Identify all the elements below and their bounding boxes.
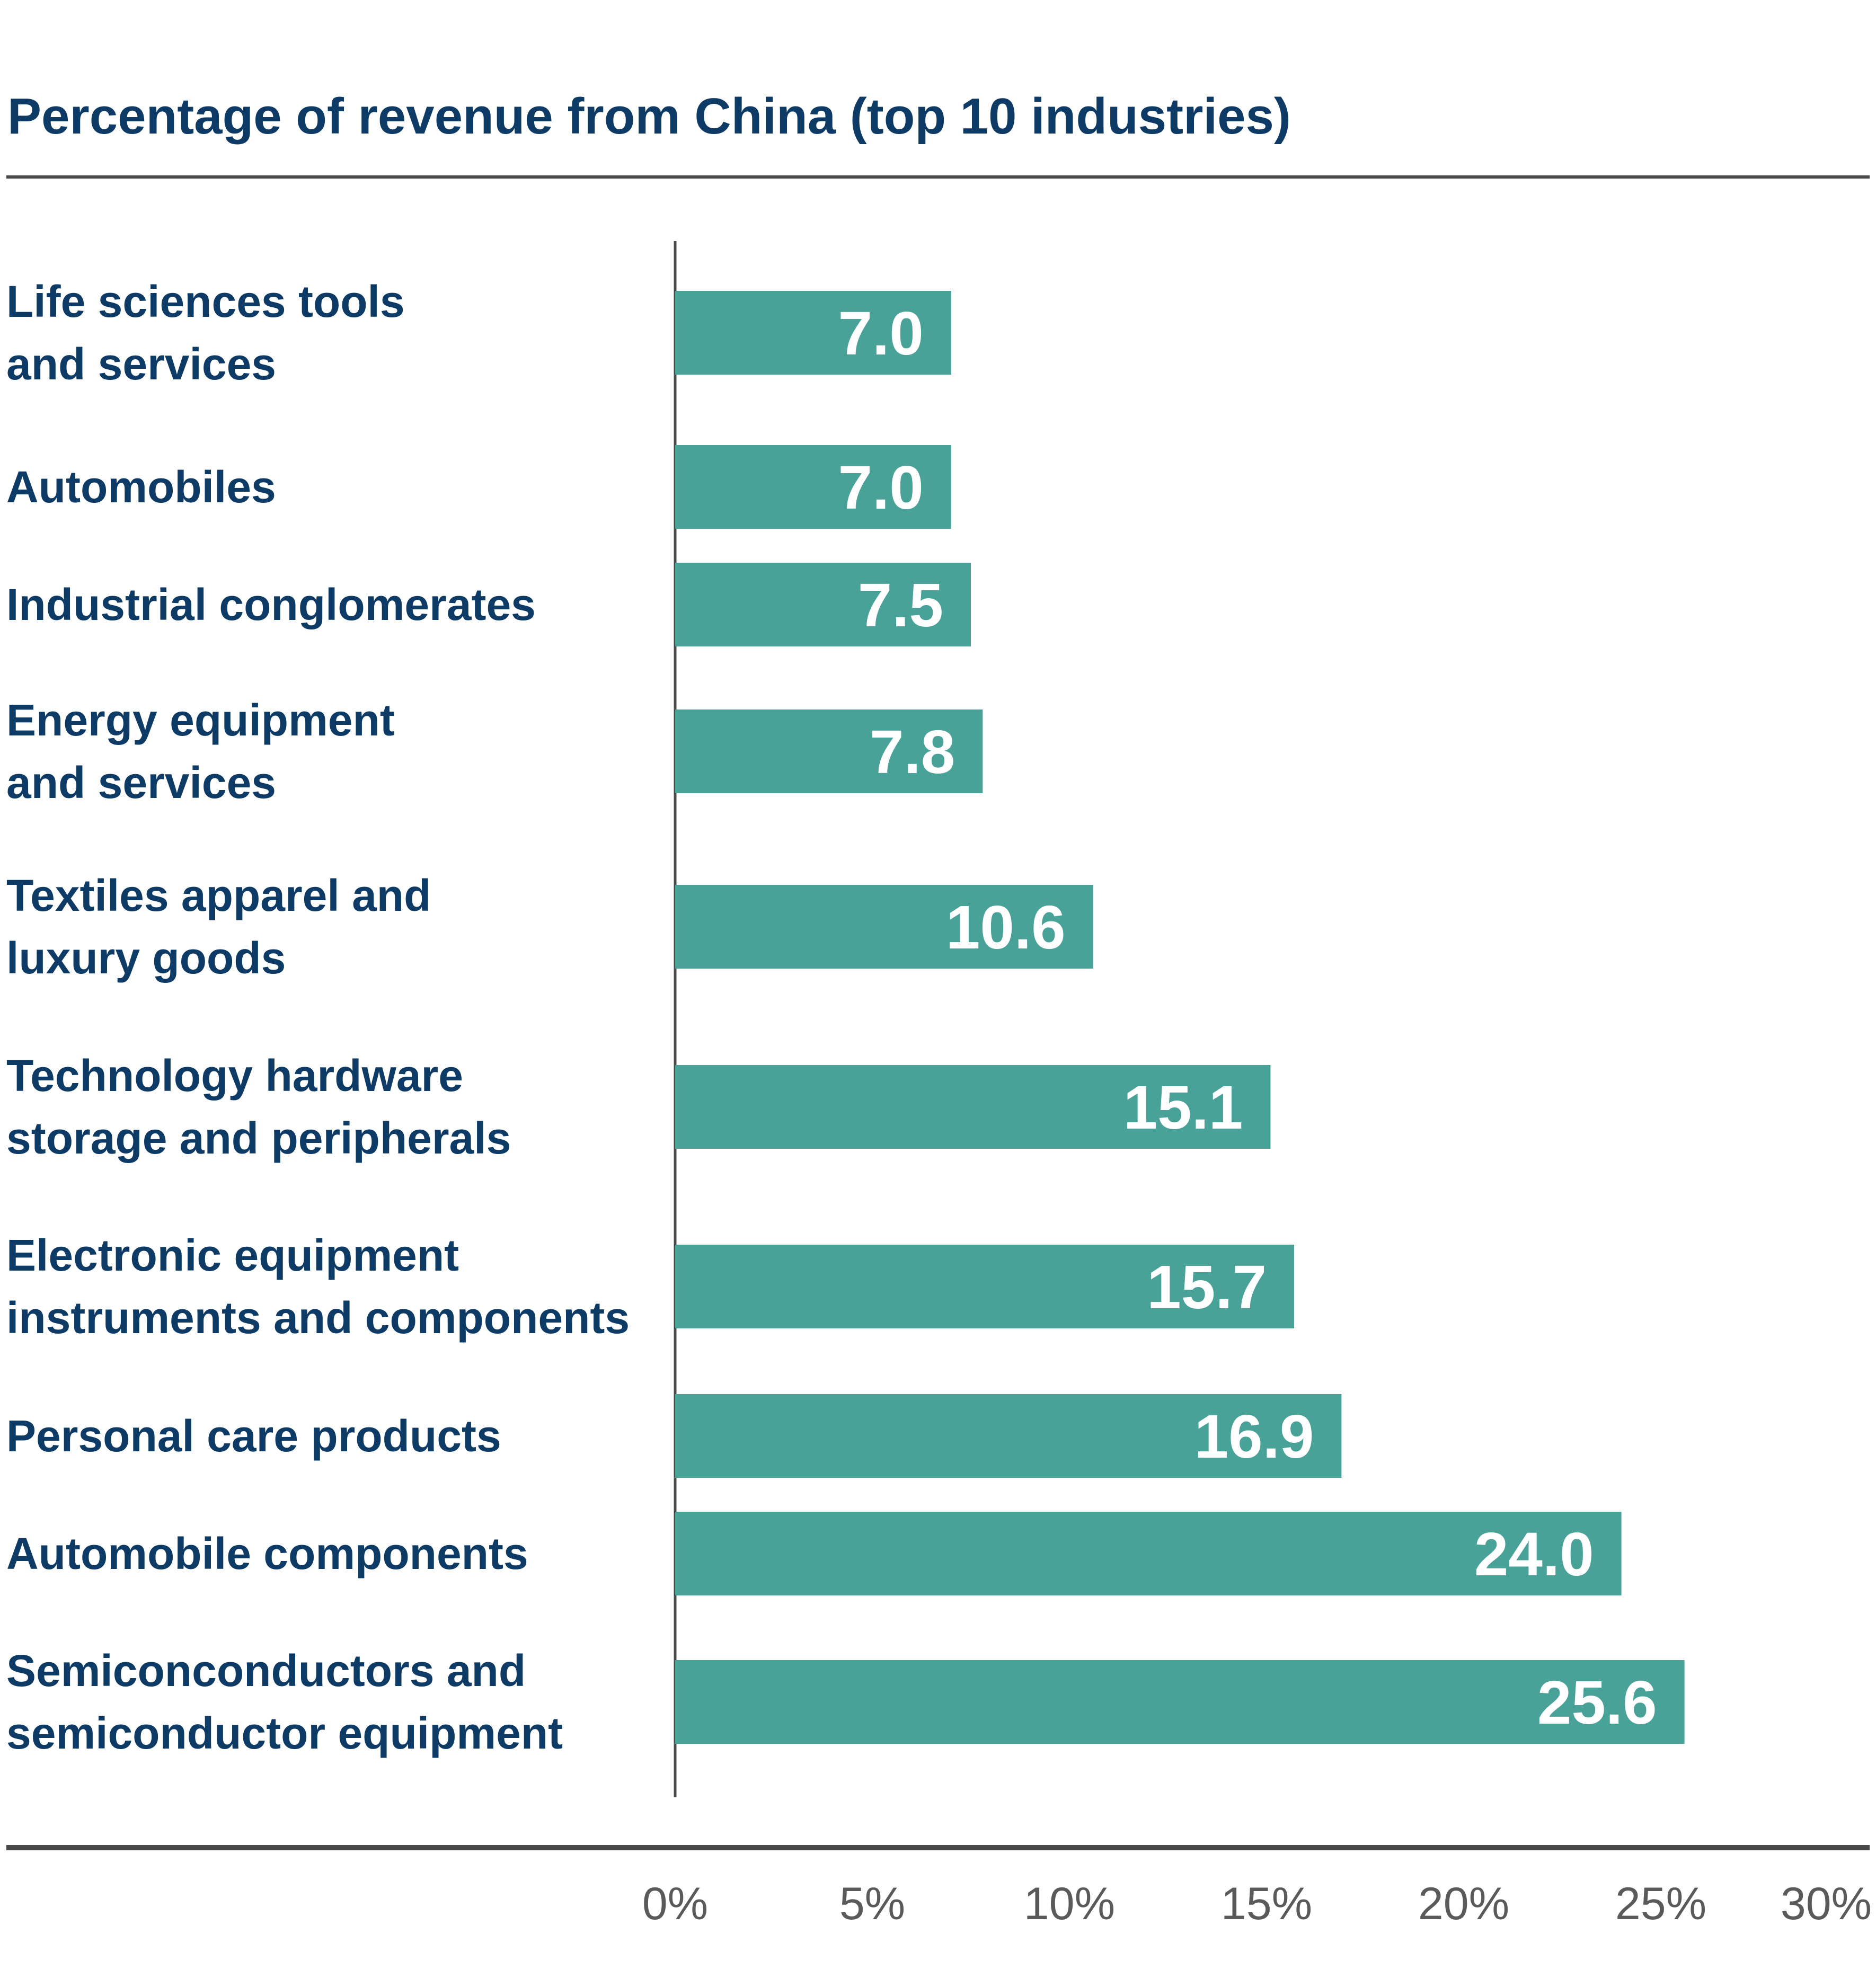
bar-value-label: 7.0 [838,299,924,368]
bar [675,1512,1622,1595]
chart-title: Percentage of revenue from China (top 10… [7,88,1291,145]
bar-value-label: 7.5 [858,571,943,640]
x-tick-label: 10% [1024,1878,1115,1929]
category-label: Life sciences tools and services [6,277,405,389]
category-label-line: Semiconconductors and [6,1646,526,1696]
category-label: Textiles apparel and luxury goods [6,871,431,983]
value-labels-group: 7.0 7.0 7.5 7.8 10.6 15.1 15.7 16.9 24.0 25.6 [838,299,1657,1737]
category-label: Semiconconductors and semiconductor equip… [6,1646,563,1758]
x-tick-label: 20% [1418,1878,1509,1929]
bars-group [675,291,1685,1744]
category-label-line: Automobiles [6,462,276,512]
x-tick-label: 5% [839,1878,905,1929]
bar-value-label: 7.0 [838,453,924,522]
category-label-line: semiconductor equipment [6,1708,563,1758]
bar [675,1245,1295,1328]
bar-value-label: 10.6 [946,893,1066,962]
category-label-line: Industrial conglomerates [6,580,536,629]
category-label: Automobile components [6,1529,528,1578]
category-labels-group: Life sciences tools and services Automobil… [6,277,630,1758]
category-label-line: Textiles apparel and [6,871,431,920]
x-tick-label: 15% [1221,1878,1312,1929]
category-label: Personal care products [6,1411,501,1461]
bar-value-label: 15.7 [1147,1253,1267,1321]
bar-value-label: 7.8 [870,717,955,786]
bar [675,445,951,529]
bar [675,1394,1342,1478]
category-label-line: Energy equipment [6,695,395,745]
bar-value-label: 16.9 [1194,1402,1314,1471]
bar [675,885,1093,969]
bar [675,291,951,375]
x-tick-label: 0% [642,1878,708,1929]
x-tick-label: 25% [1615,1878,1706,1929]
category-label-line: Technology hardware [6,1051,463,1101]
category-label-line: Life sciences tools [6,277,405,326]
category-label-line: storage and peripherals [6,1113,511,1163]
category-label-line: Personal care products [6,1411,501,1461]
x-tick-labels-group: 0% 5% 10% 15% 20% 25% 30% [642,1878,1872,1929]
category-label: Technology hardware storage and periphera… [6,1051,511,1163]
category-label: Electronic equipment instruments and comp… [6,1230,630,1343]
category-label: Energy equipment and services [6,695,395,808]
category-label: Automobiles [6,462,276,512]
bar [675,563,971,646]
category-label-line: and services [6,758,276,808]
category-label-line: Electronic equipment [6,1230,459,1280]
x-tick-label: 30% [1781,1878,1872,1929]
bar [675,709,983,793]
bar-value-label: 25.6 [1537,1668,1657,1737]
bar-value-label: 24.0 [1474,1520,1594,1589]
category-label-line: instruments and components [6,1293,630,1343]
category-label-line: and services [6,339,276,389]
bar-value-label: 15.1 [1123,1073,1243,1142]
bar [675,1065,1271,1149]
category-label-line: luxury goods [6,933,286,983]
bar [675,1660,1685,1744]
category-label-line: Automobile components [6,1529,528,1578]
category-label: Industrial conglomerates [6,580,536,629]
